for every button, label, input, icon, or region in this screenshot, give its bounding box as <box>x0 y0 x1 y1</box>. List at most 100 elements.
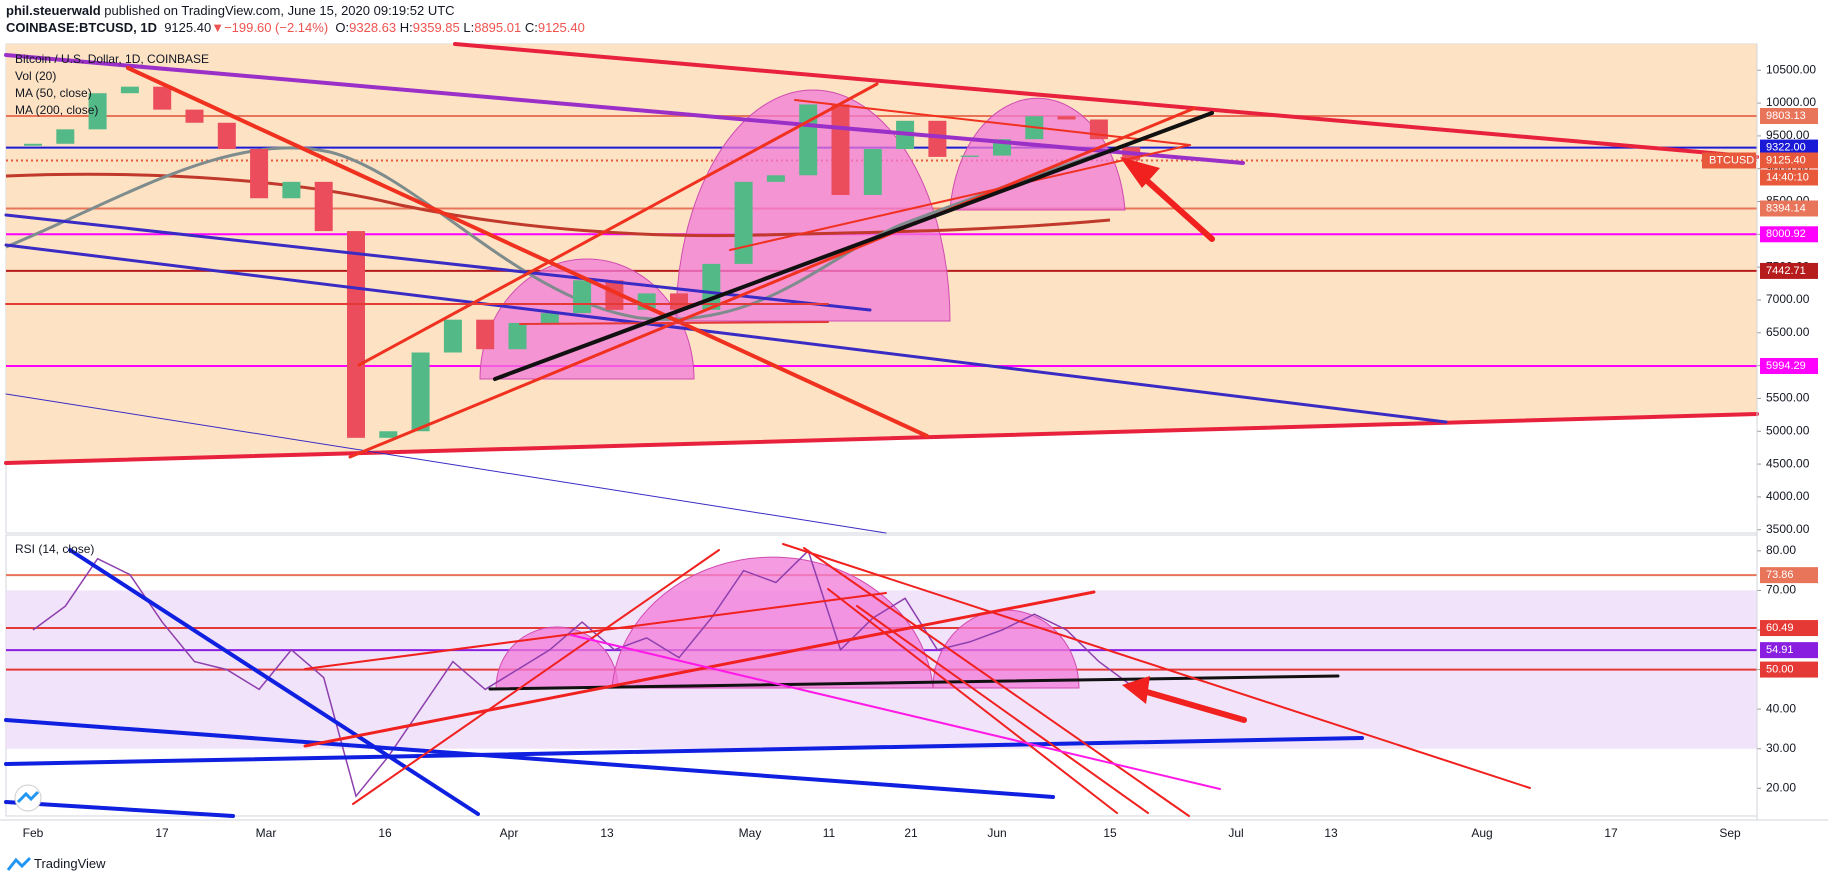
level-label: 54.91 <box>1766 644 1794 656</box>
candle <box>508 322 527 350</box>
symbol-tag: BTCUSD <box>1709 154 1754 166</box>
logo <box>14 784 42 812</box>
trend-line <box>4 800 235 818</box>
y-tick-label: 4000.00 <box>1766 489 1810 503</box>
candle <box>831 104 850 195</box>
trend-line <box>4 412 1759 465</box>
level-tag <box>1760 620 1818 637</box>
y-tick-label: 20.00 <box>1766 780 1796 794</box>
x-tick-label: 13 <box>600 826 614 840</box>
last: 9125.40 <box>164 20 212 35</box>
candle <box>250 149 269 199</box>
trend-line <box>453 42 1759 159</box>
level-label: 8394.14 <box>1766 202 1806 214</box>
y-tick-label: 5500.00 <box>1766 391 1810 405</box>
countdown-bg <box>1760 169 1818 186</box>
legend-ma200: MA (200, close) <box>15 103 98 117</box>
x-tick-label: 11 <box>823 826 836 840</box>
x-tick-label: Apr <box>500 826 519 840</box>
y-tick-label: 5000.00 <box>1766 423 1810 437</box>
x-tick-label: Jul <box>1228 826 1243 840</box>
arrow <box>1137 687 1247 723</box>
level-tag <box>1760 567 1818 584</box>
y-tick-label: 40.00 <box>1766 701 1796 715</box>
trend-line <box>4 718 1055 799</box>
candle <box>217 122 236 150</box>
trend-line <box>856 605 1149 814</box>
y-tick-label: 7000.00 <box>1766 292 1810 306</box>
symbol-tag-bg <box>1702 152 1756 169</box>
h-label: H: <box>399 20 413 35</box>
y-tick-label: 4500.00 <box>1766 456 1810 470</box>
level-tag <box>1760 200 1818 217</box>
legend-title: Bitcoin / U.S. Dollar, 1D, COINBASE <box>15 52 209 66</box>
footer-logo <box>6 856 32 871</box>
trend-line <box>303 590 1096 748</box>
candle <box>799 104 818 176</box>
trend-lines <box>4 42 1759 818</box>
candle <box>411 352 430 432</box>
candle <box>734 181 753 264</box>
trend-line <box>794 99 1191 146</box>
candle <box>605 280 624 310</box>
x-tick-label: Sep <box>1719 826 1741 840</box>
arrow-head <box>1120 157 1160 188</box>
y-tick-label: 30.00 <box>1766 741 1796 755</box>
c-label: C: <box>524 20 538 35</box>
trend-line <box>729 144 1191 251</box>
candle <box>1057 116 1076 120</box>
x-tick-label: Jun <box>987 826 1006 840</box>
published: published on TradingView.com, June 15, 2… <box>104 3 455 18</box>
trend-line <box>357 82 879 367</box>
candle <box>314 181 333 232</box>
candle <box>766 175 785 182</box>
arrow-head <box>1122 676 1150 704</box>
trend-line <box>519 321 829 325</box>
ma-200 <box>5 172 1111 238</box>
x-tick-label: Aug <box>1471 826 1492 840</box>
trend-line <box>4 736 1364 766</box>
y-tick-label: 10000.00 <box>1766 95 1816 109</box>
level-tag <box>1760 357 1818 374</box>
level-label: 9803.13 <box>1766 110 1806 122</box>
trend-line <box>827 588 1118 814</box>
trend-line <box>352 549 720 805</box>
rsi-title: RSI (14, close) <box>15 542 94 556</box>
high: 9359.85 <box>412 20 460 35</box>
footer: TradingView <box>34 856 106 871</box>
trend-line <box>126 66 929 438</box>
candle <box>960 155 979 157</box>
low: 8895.01 <box>474 20 522 35</box>
candle <box>120 86 139 94</box>
trend-line <box>4 243 1448 424</box>
change: −199.60 (−2.14%) <box>224 20 329 35</box>
candle <box>88 93 107 130</box>
trend-line <box>5 393 887 534</box>
candle <box>379 431 398 438</box>
candle <box>185 109 204 123</box>
trend-line <box>68 548 480 816</box>
trend-line <box>803 547 1190 817</box>
level-label: 9125.40 <box>1766 154 1806 166</box>
y-tick-label: 80.00 <box>1766 543 1796 557</box>
level-label: 60.49 <box>1766 622 1794 634</box>
dome <box>949 97 1126 211</box>
level-tag <box>1760 152 1818 169</box>
symbol: COINBASE:BTCUSD, 1D <box>6 20 157 35</box>
candle <box>56 129 75 144</box>
candle <box>928 120 947 157</box>
close: 9125.40 <box>537 20 585 35</box>
ma-50 <box>5 146 1111 321</box>
trend-line <box>4 53 1245 165</box>
open: 9328.63 <box>349 20 397 35</box>
candle <box>443 319 462 353</box>
level-label: 5994.29 <box>1766 360 1806 372</box>
trend-line <box>782 543 1531 789</box>
y-tick-label: 70.00 <box>1766 583 1796 597</box>
x-tick-label: 17 <box>1604 826 1618 840</box>
x-tick-label: 16 <box>378 826 392 840</box>
level-tag <box>1760 642 1818 659</box>
x-tick-label: Mar <box>256 826 277 840</box>
